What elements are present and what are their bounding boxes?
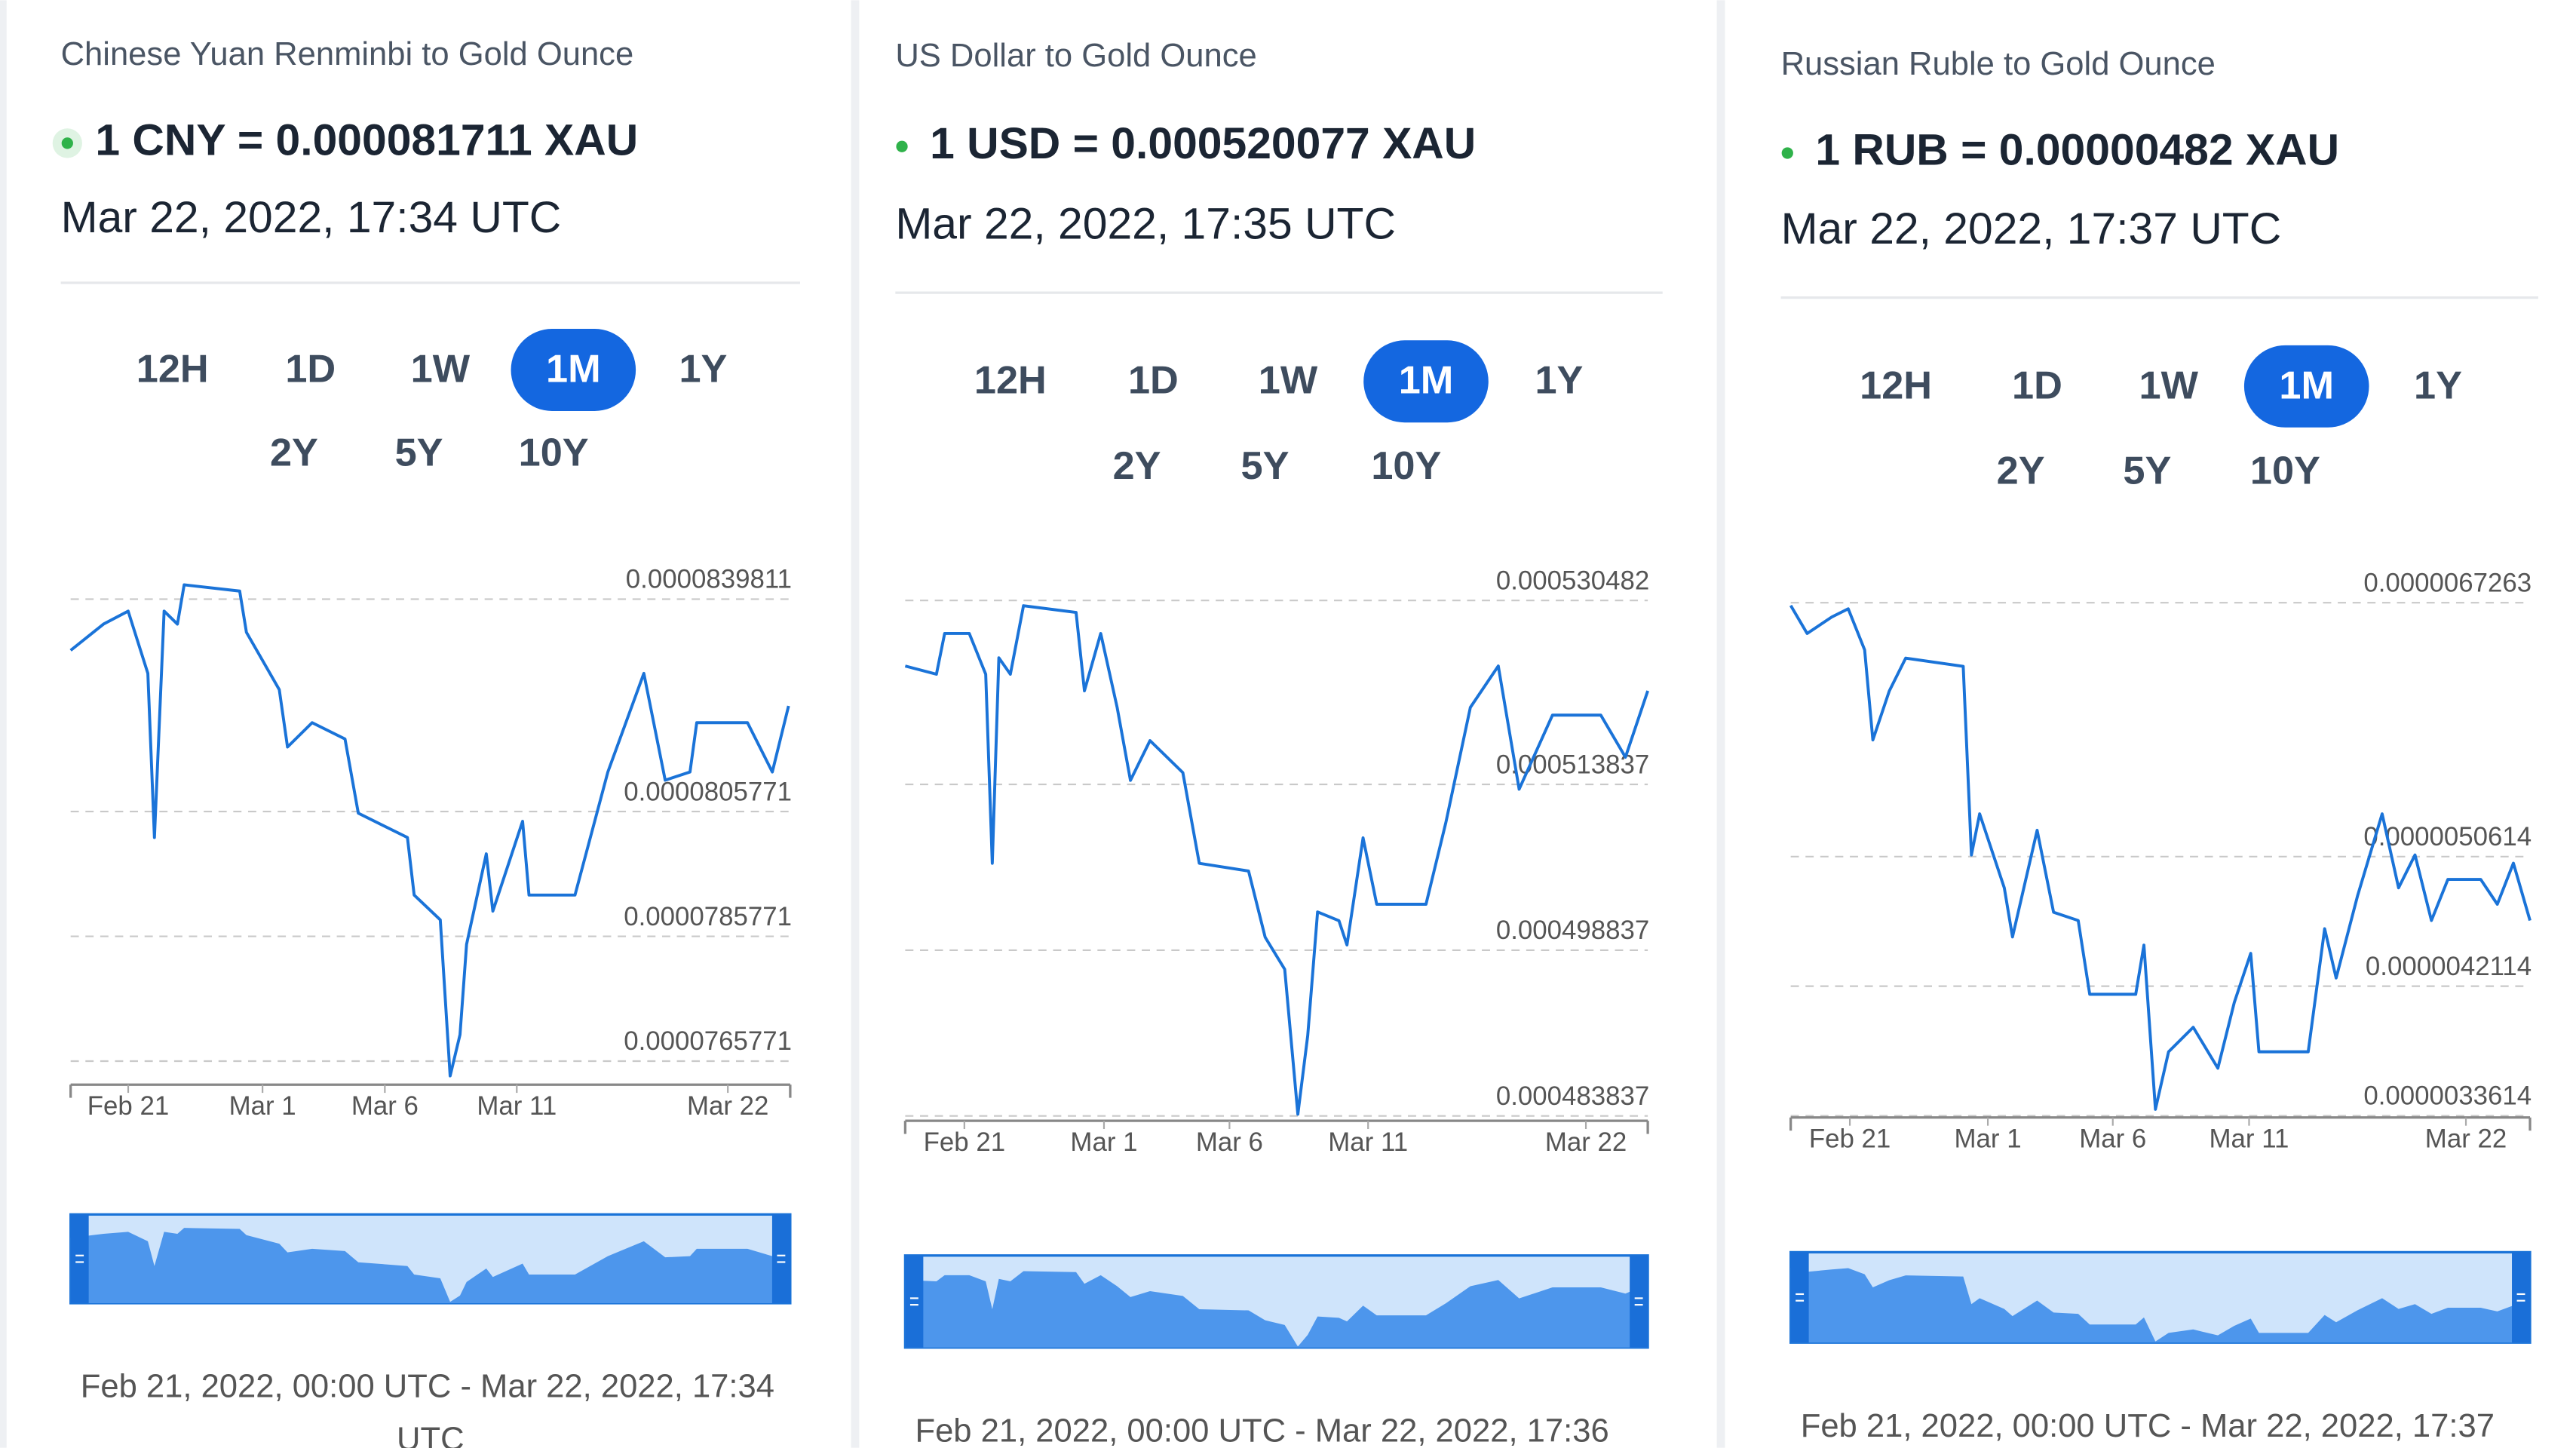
x-tick-label: Mar 22: [2425, 1124, 2507, 1153]
range-button[interactable]: 1M: [2279, 364, 2334, 407]
y-tick-label: 0.0000067263: [2363, 568, 2532, 597]
x-tick-label: Feb 21: [87, 1091, 169, 1121]
x-tick-label: Mar 11: [477, 1091, 557, 1121]
y-tick-label: 0.0000839811: [626, 565, 792, 594]
separator: [851, 0, 860, 1448]
y-tick-label: 0.0000033614: [2363, 1081, 2532, 1111]
range-button[interactable]: 1W: [1259, 359, 1318, 403]
x-tick-label: Mar 6: [351, 1091, 419, 1121]
range-button[interactable]: 2Y: [1113, 444, 1161, 488]
status-dot: [1781, 147, 1793, 159]
range-button[interactable]: 5Y: [2123, 449, 2171, 493]
navigator-handle[interactable]: [771, 1214, 790, 1303]
x-tick-label: Mar 1: [1070, 1127, 1137, 1157]
range-button[interactable]: 12H: [1860, 364, 1932, 407]
range-button[interactable]: 1W: [411, 348, 471, 391]
y-tick-label: 0.0000765771: [624, 1026, 792, 1056]
range-button[interactable]: 10Y: [2250, 449, 2320, 493]
y-tick-label: 0.0000050614: [2363, 822, 2532, 851]
x-tick-label: Feb 21: [924, 1127, 1005, 1157]
navigator-area: [1790, 1267, 2530, 1343]
navigator-handle[interactable]: [905, 1255, 924, 1348]
range-button[interactable]: 5Y: [395, 431, 443, 475]
status-dot: [896, 140, 908, 152]
separator: [0, 0, 7, 1448]
range-button-selected[interactable]: [2243, 345, 2369, 428]
range-button[interactable]: 1Y: [2414, 364, 2462, 407]
range-button[interactable]: 12H: [136, 348, 209, 391]
range-button-selected[interactable]: [511, 329, 636, 411]
navigator-handle[interactable]: [1630, 1255, 1648, 1348]
x-tick-label: Mar 11: [1328, 1127, 1408, 1157]
status-dot: [61, 137, 73, 149]
range-button[interactable]: 2Y: [1997, 449, 2045, 493]
range-button[interactable]: 1D: [285, 348, 336, 391]
range-button[interactable]: 1D: [2012, 364, 2062, 407]
x-tick-label: Mar 6: [1196, 1127, 1263, 1157]
panel-title: Russian Ruble to Gold Ounce: [1781, 46, 2216, 82]
panel-title: Chinese Yuan Renminbi to Gold Ounce: [61, 36, 634, 72]
y-tick-label: 0.000483837: [1496, 1081, 1649, 1111]
x-tick-label: Mar 6: [2079, 1124, 2146, 1153]
timestamp: Mar 22, 2022, 17:35 UTC: [895, 200, 1396, 249]
range-button[interactable]: 1Y: [1535, 359, 1583, 403]
range-text: Feb 21, 2022, 00:00 UTC - Mar 22, 2022, …: [915, 1413, 1608, 1448]
range-text: Feb 21, 2022, 00:00 UTC - Mar 22, 2022, …: [81, 1369, 774, 1405]
range-button[interactable]: 1M: [1399, 359, 1454, 403]
rate: 1 RUB = 0.00000482 XAU: [1815, 125, 2339, 174]
range-button[interactable]: 1D: [1128, 359, 1179, 403]
rate: 1 CNY = 0.000081711 XAU: [95, 115, 638, 164]
y-tick-label: 0.0000805771: [624, 777, 792, 806]
timestamp: Mar 22, 2022, 17:37 UTC: [1781, 204, 2282, 253]
navigator-handle[interactable]: [1790, 1252, 1809, 1343]
navigator-area: [905, 1271, 1648, 1348]
range-button[interactable]: 1Y: [679, 348, 727, 391]
x-tick-label: Mar 22: [687, 1091, 768, 1121]
timestamp: Mar 22, 2022, 17:34 UTC: [61, 193, 562, 242]
navigator-area: [70, 1228, 789, 1303]
range-button[interactable]: 5Y: [1241, 444, 1290, 488]
price-line: [1789, 604, 2532, 1111]
range-button[interactable]: 10Y: [519, 431, 589, 475]
price-line: [904, 604, 1649, 1116]
range-button[interactable]: 12H: [974, 359, 1047, 403]
price-line: [69, 583, 790, 1078]
x-tick-label: Mar 1: [229, 1091, 296, 1121]
x-tick-label: Mar 1: [1955, 1124, 2022, 1153]
rate: 1 USD = 0.000520077 XAU: [930, 119, 1476, 168]
range-button[interactable]: 2Y: [270, 431, 318, 475]
panel-title: US Dollar to Gold Ounce: [895, 38, 1256, 74]
separator: [1716, 0, 1725, 1448]
x-tick-label: Mar 11: [2210, 1124, 2289, 1153]
y-tick-label: 0.0000785771: [624, 902, 792, 931]
x-tick-label: Feb 21: [1809, 1124, 1891, 1153]
y-tick-label: 0.0000042114: [2366, 952, 2532, 981]
range-text: Feb 21, 2022, 00:00 UTC - Mar 22, 2022, …: [1801, 1408, 2495, 1444]
y-tick-label: 0.000530482: [1496, 566, 1649, 595]
range-button[interactable]: 1M: [546, 348, 601, 391]
range-button[interactable]: 10Y: [1371, 444, 1441, 488]
navigator-handle[interactable]: [2512, 1252, 2530, 1343]
x-tick-label: Mar 22: [1545, 1127, 1627, 1157]
navigator-handle[interactable]: [70, 1214, 89, 1303]
y-tick-label: 0.000498837: [1496, 916, 1649, 945]
range-text: UTC: [397, 1421, 465, 1448]
range-button[interactable]: 1W: [2139, 364, 2199, 407]
range-button-selected[interactable]: [1363, 340, 1489, 423]
